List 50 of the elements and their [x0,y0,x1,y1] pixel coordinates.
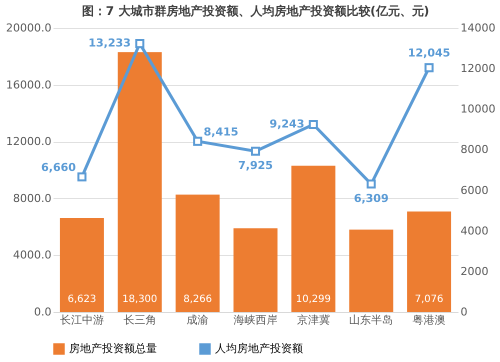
x-tick-label: 成渝 [186,314,209,326]
y2-tick-label: 12000 [460,62,496,76]
x-tick-label: 海峡西岸 [234,314,278,326]
bar [176,194,220,312]
bar [407,212,452,312]
y-tick-label: 16000.0 [6,78,52,92]
data-label: 6,660 [41,160,76,174]
y2-tick-label: 2000 [460,264,488,278]
data-label: 10,299 [296,294,331,305]
y-tick-label: 20000.0 [6,22,52,34]
bar [118,52,162,312]
y2-tick-label: 14000 [460,22,496,34]
data-label: 6,309 [354,192,389,206]
data-label: 9,243 [270,118,304,130]
point [77,172,86,182]
chart-title: 图：7 大城市群房地产投资额、人均房地产投资额比较(亿元、元) [82,4,430,18]
point [366,179,376,189]
point [424,63,434,72]
y2-tick-label: 4000 [460,224,488,238]
legend-label: 房地产投资额总量 [69,342,157,355]
data-label: 12,045 [408,46,450,60]
y2-tick-label: 0 [460,306,468,318]
y2-tick-label: 6000 [460,184,488,197]
data-label: 13,233 [88,36,131,50]
x-tick-label: 长江中游 [60,314,104,326]
point [135,39,144,48]
data-label: 8,415 [204,125,238,138]
data-label: 18,300 [122,294,158,305]
data-label: 6,623 [68,294,96,305]
bar [349,230,394,312]
x-tick-label: 山东半岛 [349,314,394,326]
bar [291,166,336,312]
x-tick-label: 粤港澳 [412,314,446,326]
y2-tick-label: 10000 [460,102,496,116]
y-tick-label: 12000.0 [6,135,52,148]
y-tick-label: 0.0 [34,306,52,318]
y-tick-label: 4000.0 [13,248,52,262]
point [308,120,318,130]
bar [234,228,278,312]
data-label: 7,925 [238,159,273,172]
x-tick-label: 京津冀 [296,314,330,326]
point [193,136,202,146]
y-tick-label: 8000.0 [13,192,52,205]
point [250,146,260,156]
x-tick-label: 长三角 [123,314,156,326]
bar [60,218,104,312]
data-label: 8,266 [183,294,212,305]
legend-label: 人均房地产投资额 [215,342,303,355]
y2-tick-label: 8000 [460,143,488,156]
data-label: 7,076 [414,294,444,305]
